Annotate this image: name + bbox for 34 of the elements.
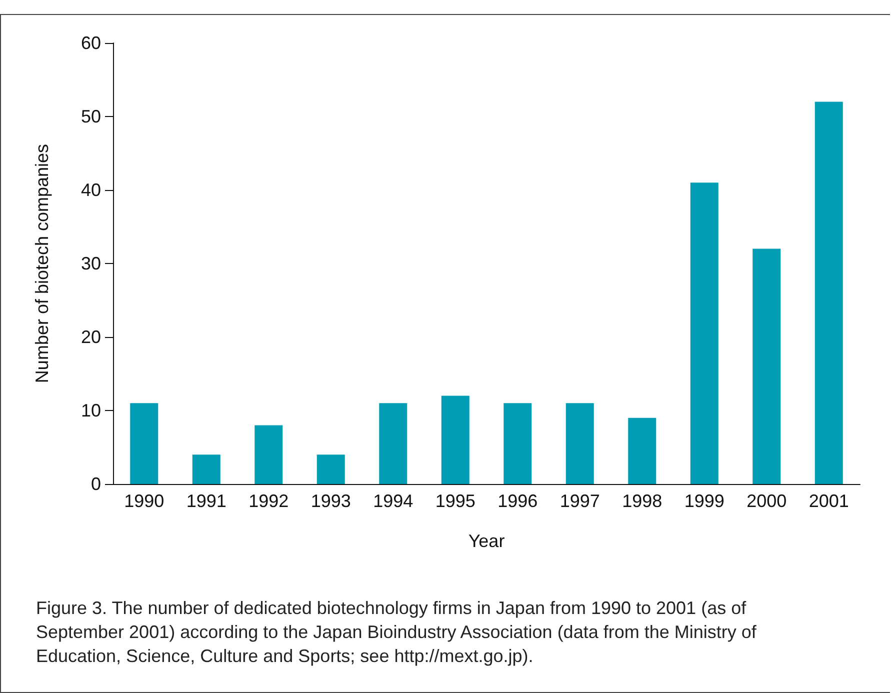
- bar: [441, 396, 470, 484]
- x-tick-label: 1997: [560, 491, 600, 511]
- x-tick-label: 1993: [310, 491, 351, 511]
- x-tick-label: 1994: [373, 491, 414, 511]
- x-tick-label: 1991: [186, 491, 226, 511]
- x-tick-label: 1990: [124, 491, 164, 511]
- x-tick-label: 2000: [746, 491, 787, 511]
- bar: [814, 102, 843, 484]
- x-tick-label: 1999: [684, 491, 724, 511]
- y-axis-title: Number of biotech companies: [32, 144, 52, 384]
- y-tick-label: 40: [80, 180, 101, 200]
- bar: [566, 403, 594, 484]
- bar: [130, 403, 158, 484]
- y-tick-label: 60: [80, 33, 101, 53]
- bar: [628, 418, 656, 484]
- bar: [254, 425, 283, 484]
- x-tick-label: 1996: [498, 491, 538, 511]
- x-tick-label: 2001: [808, 491, 849, 511]
- y-tick-label: 20: [80, 327, 101, 347]
- y-tick-label: 0: [90, 474, 101, 494]
- x-tick-label: 1995: [435, 491, 476, 511]
- bar: [379, 403, 408, 484]
- bar: [504, 403, 532, 484]
- bar: [752, 248, 781, 484]
- y-tick-label: 30: [80, 254, 101, 274]
- caption: Figure 3. The number of dedicated biotechnology firms in Japan from 1990 to 2001 (as of September 2001) according to the Japan Bioindustry Association (data from the Ministry of Education, Science, Culture and Sports; see http://mext.go.jp).: [36, 597, 758, 668]
- bar: [316, 454, 345, 484]
- y-tick-label: 10: [80, 400, 101, 420]
- bar: [192, 454, 220, 484]
- x-tick-label: 1992: [248, 491, 289, 511]
- x-tick-label: 1998: [622, 491, 662, 511]
- x-axis-title: Year: [468, 531, 505, 551]
- bar: [690, 182, 718, 484]
- y-tick-label: 50: [80, 106, 101, 126]
